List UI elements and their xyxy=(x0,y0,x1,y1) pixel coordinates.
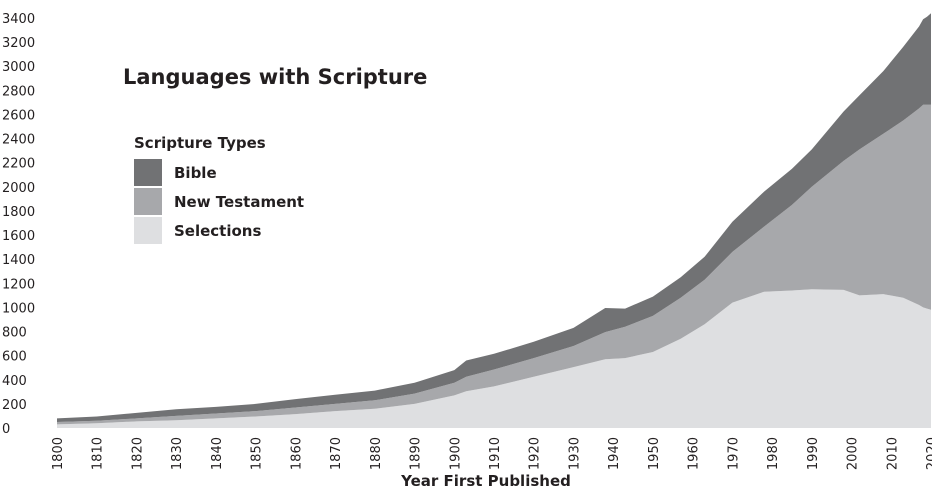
legend-title: Scripture Types xyxy=(134,134,266,152)
y-tick-label: 800 xyxy=(2,326,27,341)
y-tick-label: 1000 xyxy=(2,301,35,316)
stacked-areas xyxy=(57,13,931,428)
x-tick-label: 1820 xyxy=(131,437,146,470)
x-tick-label: 1810 xyxy=(91,437,106,470)
y-tick-label: 1200 xyxy=(2,277,35,292)
y-tick-label: 1400 xyxy=(2,253,35,268)
x-tick-label: 1930 xyxy=(568,437,583,470)
area-selections xyxy=(57,289,931,428)
x-tick-label: 1800 xyxy=(51,437,66,470)
x-tick-label: 1970 xyxy=(726,437,741,470)
x-tick-label: 1850 xyxy=(250,437,265,470)
y-tick-label: 2200 xyxy=(2,157,35,172)
y-axis-ticks: 0 200 400 600 800 1000 1200 1400 1600 1800 2000 220… xyxy=(2,12,35,437)
y-tick-label: 3400 xyxy=(2,12,35,27)
chart-title: Languages with Scripture xyxy=(123,65,427,89)
legend-label: Bible xyxy=(174,164,217,182)
y-tick-label: 1800 xyxy=(2,205,35,220)
x-tick-label: 1840 xyxy=(210,437,225,470)
x-tick-label: 1940 xyxy=(607,437,622,470)
x-tick-label: 2000 xyxy=(846,437,861,470)
x-tick-label: 1880 xyxy=(369,437,384,470)
area-bible xyxy=(57,13,931,422)
y-tick-label: 0 xyxy=(2,422,10,437)
y-tick-label: 2600 xyxy=(2,108,35,123)
x-tick-label: 1990 xyxy=(806,437,821,470)
y-tick-label: 1600 xyxy=(2,229,35,244)
y-tick-label: 2400 xyxy=(2,133,35,148)
y-tick-label: 3200 xyxy=(2,36,35,51)
y-tick-label: 200 xyxy=(2,398,27,413)
x-tick-label: 1890 xyxy=(409,437,424,470)
x-tick-label: 1900 xyxy=(448,437,463,470)
legend-label: New Testament xyxy=(174,193,304,211)
x-tick-label: 1950 xyxy=(647,437,662,470)
x-tick-label: 1920 xyxy=(528,437,543,470)
area-new-testament xyxy=(57,104,931,425)
legend: Scripture Types Bible New Testament Select… xyxy=(134,134,304,244)
y-tick-label: 400 xyxy=(2,374,27,389)
y-tick-label: 3000 xyxy=(2,60,35,75)
x-axis-label: Year First Published xyxy=(400,472,571,490)
x-axis-ticks: 1800 1810 1820 1830 1840 1850 1860 1870 1880 1890… xyxy=(51,437,932,470)
x-tick-label: 2010 xyxy=(885,437,900,470)
x-tick-label: 2020 xyxy=(925,437,932,470)
y-tick-label: 600 xyxy=(2,350,27,365)
x-tick-label: 1860 xyxy=(289,437,304,470)
x-tick-label: 1910 xyxy=(488,437,503,470)
x-tick-label: 1980 xyxy=(766,437,781,470)
y-tick-label: 2000 xyxy=(2,181,35,196)
legend-swatch-selections xyxy=(134,217,162,244)
x-tick-label: 1830 xyxy=(170,437,185,470)
y-tick-label: 2800 xyxy=(2,84,35,99)
legend-swatch-new-testament xyxy=(134,188,162,215)
legend-label: Selections xyxy=(174,222,261,240)
x-tick-label: 1870 xyxy=(329,437,344,470)
legend-swatch-bible xyxy=(134,159,162,186)
x-tick-label: 1960 xyxy=(687,437,702,470)
